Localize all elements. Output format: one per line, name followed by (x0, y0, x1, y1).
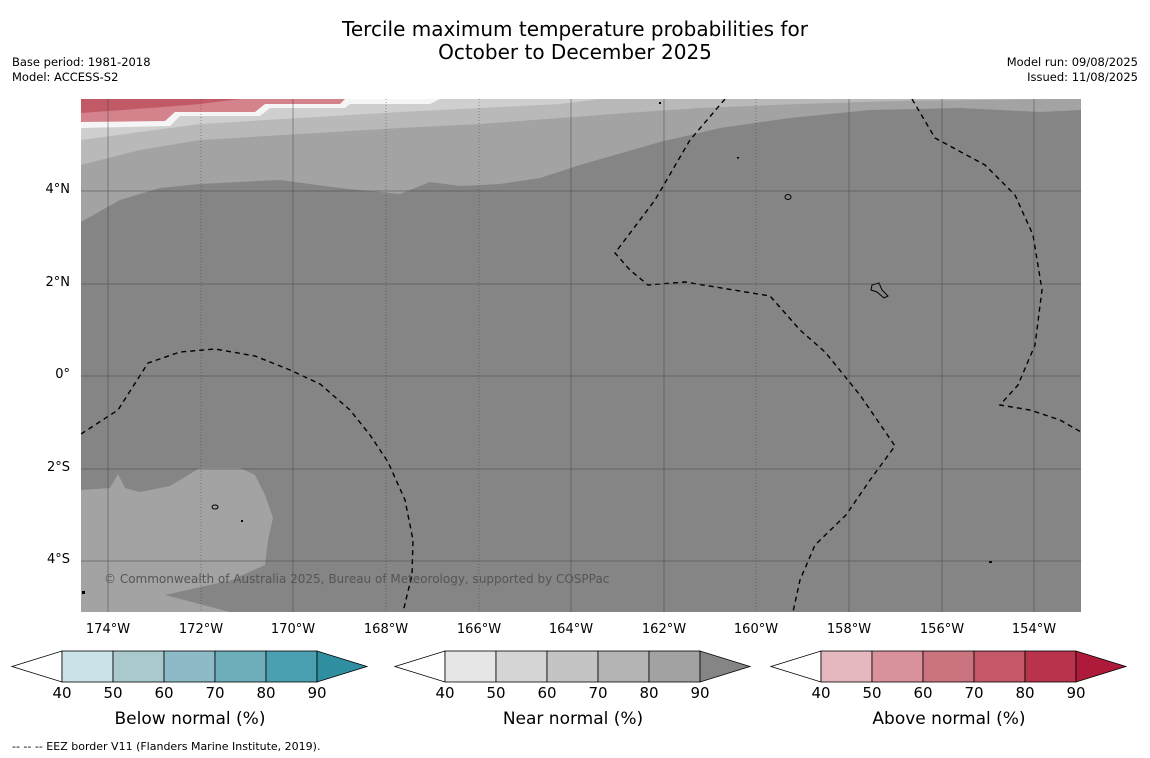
model-run-date: Model run: 09/08/2025 (1006, 55, 1138, 69)
colorbar-near-normal-bin-70-80 (597, 650, 650, 683)
title-line-1: Tercile maximum temperature probabilitie… (342, 17, 808, 41)
colorbar-above-normal-bin-40-50 (820, 650, 873, 683)
colorbar-below-normal-bin-60-70 (163, 650, 216, 683)
lon-label-154w: 154°W (1011, 622, 1057, 637)
colorbar-above-normal-bin-80-90 (1024, 650, 1077, 683)
island-outline (737, 157, 739, 159)
lon-label-172w: 172°W (178, 622, 224, 637)
lat-label-0: 0° (55, 367, 70, 382)
colorbar-above-normal-min-arrow (769, 650, 822, 683)
above-normal-tick-50: 50 (862, 684, 882, 702)
near-normal-tick-40: 40 (435, 684, 455, 702)
colorbar-near-normal-max-arrow (699, 650, 752, 683)
lat-label-2n: 2°N (45, 275, 71, 290)
below-normal-tick-80: 80 (256, 684, 276, 702)
island-outline (82, 591, 85, 594)
below-normal-tick-90: 90 (307, 684, 327, 702)
island-outline (784, 194, 792, 200)
lat-label-2s: 2°S (46, 460, 70, 475)
colorbar-above-normal-max-arrow (1075, 650, 1128, 683)
island-outline (241, 520, 243, 522)
base-period: Base period: 1981-2018 (12, 55, 151, 69)
above-normal-tick-70: 70 (964, 684, 984, 702)
colorbar-above-normal-bin-60-70 (922, 650, 975, 683)
lon-label-158w: 158°W (826, 622, 872, 637)
graticule (81, 99, 1081, 612)
colorbar-above-normal (769, 650, 1128, 683)
below-normal-title: Below normal (%) (114, 709, 266, 729)
near-normal-70-patch-south (81, 468, 273, 612)
colorbar-near-normal-min-arrow (393, 650, 446, 683)
above-normal-tick-90: 90 (1066, 684, 1086, 702)
colorbar-near-normal-bin-80-90 (648, 650, 701, 683)
island-outline (659, 102, 661, 104)
near-normal-tick-70: 70 (588, 684, 608, 702)
colorbar-above-normal-bin-70-80 (973, 650, 1026, 683)
eez-border-east (911, 99, 1081, 433)
issued-date: Issued: 11/08/2025 (1027, 70, 1138, 84)
model-name: Model: ACCESS-S2 (12, 70, 119, 84)
colorbar-below-normal (10, 650, 369, 683)
below-normal-tick-70: 70 (205, 684, 225, 702)
above-normal-tick-80: 80 (1015, 684, 1035, 702)
lon-label-162w: 162°W (641, 622, 687, 637)
model-info: Base period: 1981-2018 Model: ACCESS-S2 (12, 55, 151, 85)
title-line-2: October to December 2025 (438, 40, 712, 64)
colorbar-below-normal-bin-40-50 (61, 650, 114, 683)
lon-label-168w: 168°W (363, 622, 409, 637)
below-normal-tick-60: 60 (154, 684, 174, 702)
run-info: Model run: 09/08/2025 Issued: 11/08/2025 (1007, 55, 1138, 85)
colorbar-near-normal-bin-40-50 (444, 650, 497, 683)
probability-field (81, 99, 1081, 612)
map-title: Tercile maximum temperature probabilitie… (0, 18, 1150, 64)
copyright-credit: © Commonwealth of Australia 2025, Bureau… (104, 572, 610, 586)
lon-label-170w: 170°W (270, 622, 316, 637)
lat-label-4n: 4°N (45, 182, 71, 197)
above-normal-title: Above normal (%) (872, 709, 1026, 729)
lon-label-164w: 164°W (548, 622, 594, 637)
colorbar-below-normal-bin-80-90 (265, 650, 318, 683)
near-normal-tick-50: 50 (486, 684, 506, 702)
above-normal-tick-40: 40 (811, 684, 831, 702)
colorbar-below-normal-min-arrow (10, 650, 63, 683)
above-normal-tick-60: 60 (913, 684, 933, 702)
below-normal-tick-40: 40 (52, 684, 72, 702)
lon-label-160w: 160°W (733, 622, 779, 637)
near-normal-title: Near normal (%) (502, 709, 644, 729)
near-normal-tick-80: 80 (639, 684, 659, 702)
lon-label-156w: 156°W (919, 622, 965, 637)
colorbar-near-normal-bin-50-60 (495, 650, 548, 683)
lon-label-174w: 174°W (85, 622, 131, 637)
colorbar-near-normal (393, 650, 752, 683)
near-normal-tick-60: 60 (537, 684, 557, 702)
colorbar-above-normal-bin-50-60 (871, 650, 924, 683)
island-outline (211, 504, 219, 510)
eez-border-west (81, 348, 414, 612)
lon-label-166w: 166°W (456, 622, 502, 637)
eez-footnote: -- -- -- EEZ border V11 (Flanders Marine… (12, 740, 321, 753)
colorbar-below-normal-bin-70-80 (214, 650, 267, 683)
below-normal-tick-50: 50 (103, 684, 123, 702)
island-outline (989, 561, 992, 563)
lat-label-4s: 4°S (46, 552, 70, 567)
colorbar-near-normal-bin-60-70 (546, 650, 599, 683)
colorbar-below-normal-max-arrow (316, 650, 369, 683)
near-normal-tick-90: 90 (690, 684, 710, 702)
colorbar-below-normal-bin-50-60 (112, 650, 165, 683)
above-normal-70-band (81, 99, 240, 113)
